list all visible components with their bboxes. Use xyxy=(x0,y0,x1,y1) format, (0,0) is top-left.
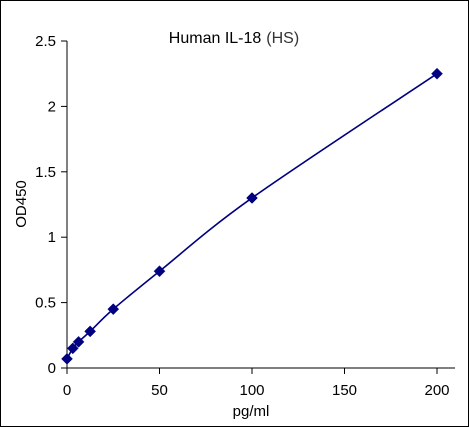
x-tick-label: 200 xyxy=(424,382,449,399)
data-point-diamond xyxy=(84,325,96,338)
y-tick-label: 2.5 xyxy=(35,33,56,50)
x-ticks: 0 50 100 150 200 xyxy=(63,368,450,399)
y-tick-label: 0 xyxy=(48,360,56,377)
data-point-diamond xyxy=(107,303,120,315)
chart-title: Human IL-18 (HS) xyxy=(169,30,299,47)
data-point-diamond xyxy=(431,67,443,80)
y-tick-label: 1.5 xyxy=(35,164,56,181)
y-axis-label: OD450 xyxy=(13,180,30,228)
chart-title-main: Human IL-18 xyxy=(169,30,262,47)
series-line xyxy=(66,73,438,360)
chart-title-suffix: (HS) xyxy=(266,30,299,47)
y-tick-label: 2 xyxy=(48,98,56,115)
data-point-diamond xyxy=(246,192,258,204)
data-point-diamond xyxy=(153,265,166,278)
x-tick-label: 150 xyxy=(332,382,357,399)
y-tick-label: 1 xyxy=(48,229,56,246)
y-ticks: 0 0.5 1 1.5 2 2.5 xyxy=(35,33,67,377)
y-tick-label: 0.5 xyxy=(35,295,56,312)
x-tick-label: 50 xyxy=(151,382,168,399)
x-tick-label: 0 xyxy=(63,382,71,399)
data-point-diamond xyxy=(61,352,73,365)
series-layer xyxy=(61,67,443,365)
x-tick-label: 100 xyxy=(239,382,264,399)
x-axis-label: pg/ml xyxy=(233,403,270,420)
chart-axes xyxy=(66,41,455,369)
data-point-diamond xyxy=(72,335,85,348)
data-point-diamond xyxy=(66,342,79,355)
